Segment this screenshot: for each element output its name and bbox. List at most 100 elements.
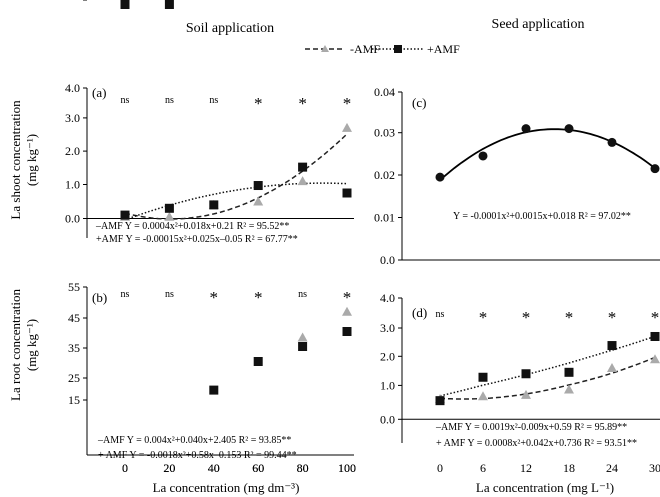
x-tick-label: 40 <box>208 461 220 475</box>
data-point <box>650 164 660 174</box>
data-point-plus-amf <box>435 396 445 406</box>
x-tick-label: 0 <box>437 461 443 475</box>
data-point-minus-amf <box>342 306 352 316</box>
y-tick-label: 4.0 <box>65 81 80 95</box>
y-tick-label: 5 <box>74 0 80 3</box>
xlabel-right: La concentration (mg L⁻¹) <box>476 480 614 495</box>
legend-minus-label: -AMF <box>350 42 380 56</box>
regression-equation: + AMF Y = -0.0018x²+0.58x–0.153 R² = 99.… <box>98 450 297 461</box>
x-tick-label: 60 <box>252 461 264 475</box>
ylabel-root-line1: La root concentration <box>8 289 23 401</box>
data-point-minus-amf <box>342 122 352 132</box>
significance-label: * <box>254 94 263 113</box>
ylabel-root-line2: (mg kg⁻¹) <box>24 319 39 371</box>
heading-soil: Soil application <box>186 21 274 36</box>
data-point-plus-amf <box>209 200 219 210</box>
x-tick-label: 30 <box>649 461 660 475</box>
significance-label: ns <box>121 289 130 300</box>
panel-c: 0.04 0.03 0.02 0.01 0.0 (c) Y = -0.0001x²+0.00… <box>374 85 660 267</box>
data-point-minus-amf <box>521 389 531 399</box>
y-tick-label: 0.01 <box>374 211 395 225</box>
y-tick-label: 0.04 <box>374 85 395 99</box>
data-point-plus-amf <box>209 385 219 395</box>
fit-curve <box>439 128 656 181</box>
significance-label: ns <box>165 95 174 106</box>
significance-label: * <box>343 288 352 307</box>
panel-b: 55 45 35 25 15 5 0 20 40 60 80 100 (b) ns ns * * ns * –AMF … <box>68 0 356 475</box>
data-point-plus-amf <box>253 181 263 191</box>
panel-a: 4.0 3.0 2.0 1.0 0.0 0 20 40 60 80 100 (a) ns ns ns * * * –… <box>65 81 356 475</box>
data-point-minus-amf <box>564 384 574 394</box>
data-point-plus-amf <box>478 372 488 382</box>
ylabel-shoot-line1: La shoot concentration <box>8 100 23 220</box>
x-tick-label: 20 <box>163 461 175 475</box>
panel-label: (b) <box>92 290 107 305</box>
x-tick-label: 80 <box>297 461 309 475</box>
y-tick-label: 0.0 <box>65 212 80 226</box>
y-tick-label: 0.02 <box>374 168 395 182</box>
data-point-minus-amf <box>297 176 308 186</box>
panel-label: (c) <box>412 95 426 110</box>
legend-plus-marker <box>394 45 402 53</box>
y-tick-label: 1.0 <box>65 178 80 192</box>
x-tick-label: 0 <box>122 461 128 475</box>
data-point-plus-amf <box>298 162 308 172</box>
data-point-plus-amf <box>564 367 574 377</box>
y-tick-label: 0.03 <box>374 126 395 140</box>
x-tick-label: 24 <box>606 461 618 475</box>
y-tick-label: 25 <box>68 371 80 385</box>
significance-label: * <box>254 288 263 307</box>
x-tick-label: 100 <box>338 461 356 475</box>
regression-equation: +AMF Y = -0.00015x²+0.025x–0.05 R² = 67.… <box>96 234 298 245</box>
regression-equation: + AMF Y = 0.0008x²+0.042x+0.736 R² = 93.… <box>436 438 637 449</box>
x-tick-label: 20 <box>163 461 175 475</box>
significance-label: ns <box>436 309 445 320</box>
x-tick-label: 6 <box>480 461 486 475</box>
data-point-plus-amf <box>521 369 531 379</box>
data-point-plus-amf <box>342 327 352 336</box>
data-point-plus-amf <box>650 331 660 341</box>
x-tick-label: 80 <box>297 461 309 475</box>
data-point-plus-amf <box>298 342 308 351</box>
data-point-plus-amf <box>342 188 352 198</box>
regression-equation: Y = -0.0001x²+0.0015x+0.018 R² = 97.02** <box>453 211 631 222</box>
significance-label: * <box>298 94 307 113</box>
data-point <box>564 124 574 134</box>
data-point-plus-amf <box>164 0 174 9</box>
y-tick-label: 0.0 <box>380 412 395 426</box>
significance-label: * <box>608 308 617 327</box>
data-point-plus-amf <box>253 357 263 366</box>
significance-label: ns <box>298 289 307 300</box>
legend-minus-marker <box>321 45 329 52</box>
fit-curve-minus-amf <box>124 133 348 220</box>
data-point <box>478 151 488 161</box>
significance-label: * <box>651 308 660 327</box>
ylabel-shoot-line2: (mg kg⁻¹) <box>24 134 39 186</box>
data-point-plus-amf <box>120 0 130 9</box>
regression-equation: –AMF Y = 0.0019x²-0.009x+0.59 R² = 95.89… <box>435 422 627 433</box>
data-point-minus-amf <box>478 391 488 401</box>
x-tick-label: 0 <box>122 461 128 475</box>
data-point <box>607 137 617 147</box>
x-tick-label: 12 <box>520 461 532 475</box>
data-point-plus-amf <box>164 203 174 213</box>
y-tick-label: 45 <box>68 311 80 325</box>
regression-equation: –AMF Y = 0.0004x²+0.018x+0.21 R² = 95.52… <box>95 221 289 232</box>
significance-label: * <box>210 288 219 307</box>
significance-label: * <box>565 308 574 327</box>
regression-equation: –AMF Y = 0.004x²+0.040x+2.405 R² = 93.85… <box>97 435 291 446</box>
y-tick-label: 15 <box>68 393 80 407</box>
xlabel-left: La concentration (mg dm⁻³) <box>153 480 300 495</box>
x-tick-label: 60 <box>252 461 264 475</box>
y-tick-label: 2.0 <box>65 144 80 158</box>
fit-curve-minus-amf <box>439 356 656 400</box>
significance-label: * <box>522 308 531 327</box>
fit-curve-plus-amf <box>439 335 656 397</box>
data-point <box>521 124 531 134</box>
y-tick-label: 0.0 <box>380 253 395 267</box>
panel-d: 4.0 3.0 2.0 1.0 0.0 0 6 12 18 24 30 (d) ns * * * * * –AMF … <box>380 291 660 475</box>
heading-seed: Seed application <box>492 17 585 32</box>
data-point-minus-amf <box>297 332 308 342</box>
y-tick-label: 3.0 <box>65 111 80 125</box>
